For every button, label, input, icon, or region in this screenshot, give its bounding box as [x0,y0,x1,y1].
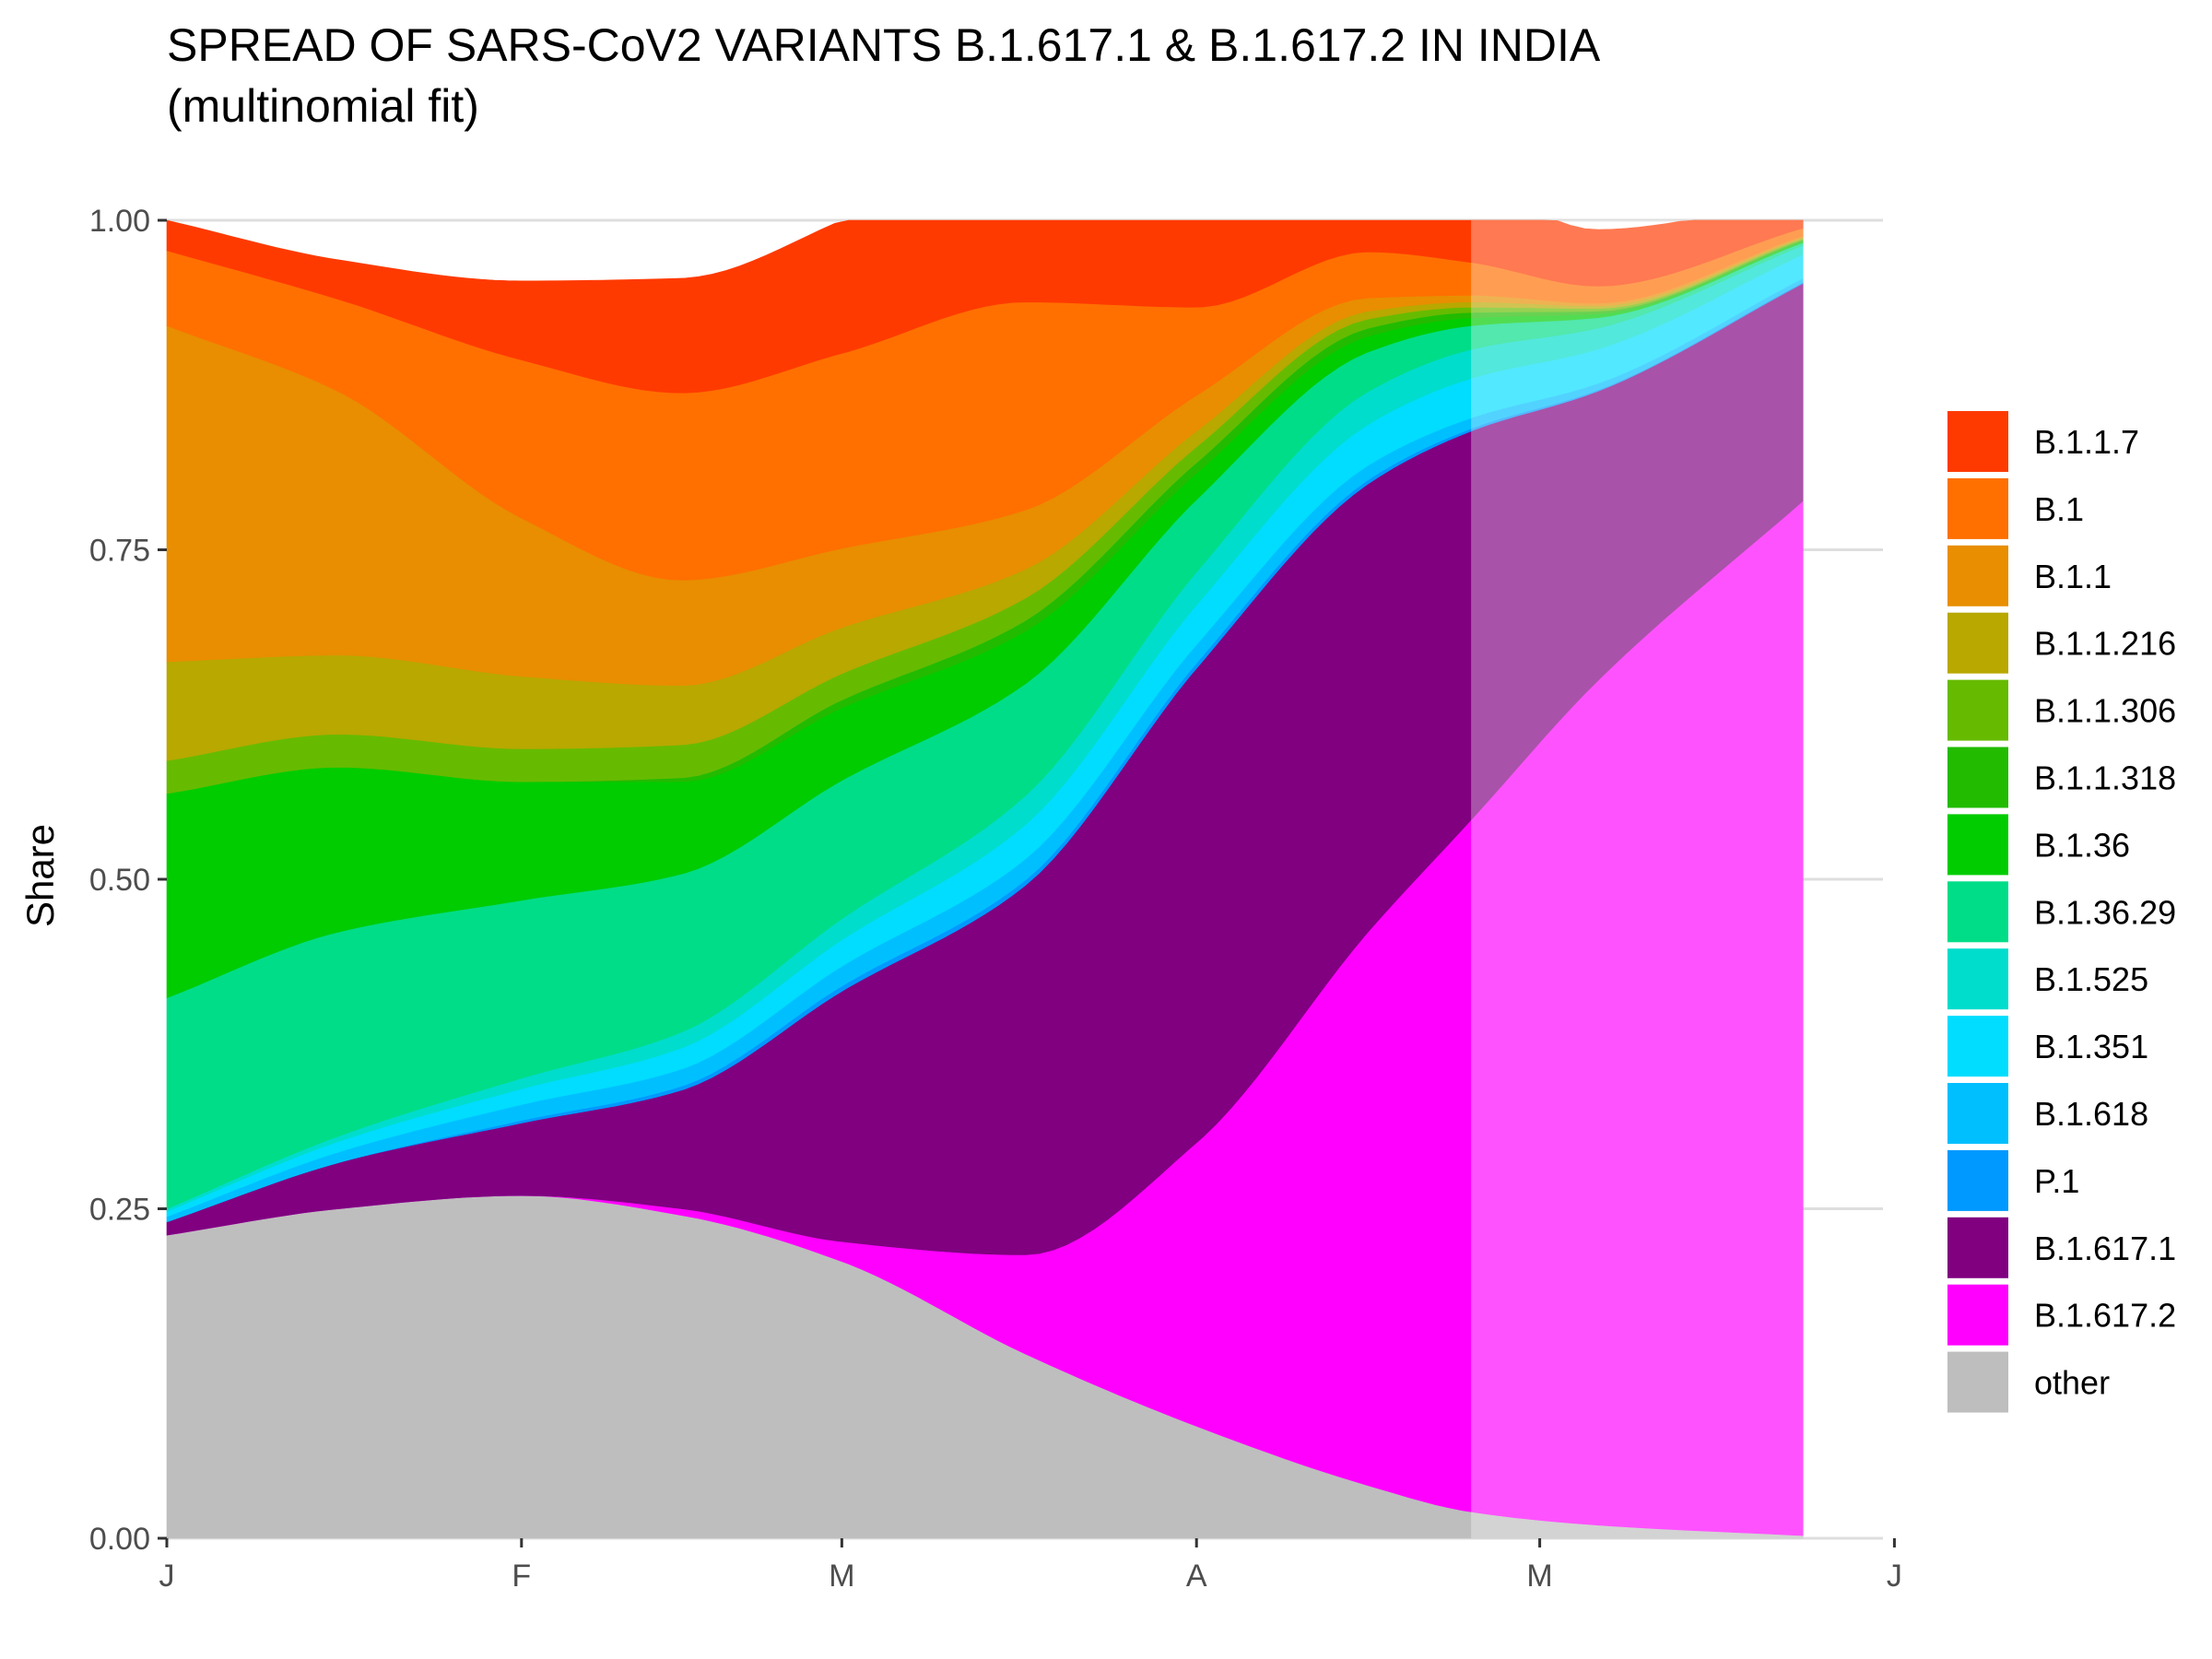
x-tick-label-4: M [1526,1559,1552,1594]
legend-label-b-1-617-2: B.1.617.2 [2034,1297,2176,1335]
legend-label-b-1-1-216: B.1.1.216 [2034,625,2176,663]
legend-label-other: other [2034,1364,2110,1402]
legend-swatch-b-1-36-29 [1947,881,2008,943]
legend-swatch-b-1-1-318 [1947,747,2008,808]
projection-shade-rect [1471,220,1804,1538]
x-tick-label-2: M [829,1559,854,1594]
legend-swatch-b-1-351 [1947,1016,2008,1077]
x-tick-label-0: J [159,1559,175,1594]
legend-label-b-1-1: B.1.1 [2034,558,2112,595]
legend-label-b-1-1-318: B.1.1.318 [2034,759,2176,797]
legend-swatch-b-1-36 [1947,814,2008,876]
y-tick-label-2: 0.50 [89,863,150,898]
area-b-1-1-7 [166,219,1804,394]
chart-title-line2: (multinomial fit) [167,80,479,132]
legend-label-p-1: P.1 [2034,1162,2079,1200]
legend-label-b-1-36: B.1.36 [2034,826,2130,864]
legend-label-b-1: B.1 [2034,490,2084,528]
y-tick-label-0: 0.00 [89,1522,150,1557]
legend-swatch-b-1-1-216 [1947,612,2008,674]
chart-title-line1: SPREAD OF SARS-CoV2 VARIANTS B.1.617.1 &… [167,19,1601,71]
legend-swatch-b-1 [1947,477,2008,539]
x-tick-label-5: J [1887,1559,1902,1594]
axes: 0.00 0.25 0.50 0.75 1.00 J F M A M J [89,204,1902,1594]
legend-swatch-b-1-1-306 [1947,679,2008,741]
y-tick-label-3: 0.75 [89,534,150,569]
projection-shading [1471,220,1804,1538]
legend-label-b-1-1-306: B.1.1.306 [2034,692,2176,730]
y-tick-label-4: 1.00 [89,204,150,239]
legend-label-b-1-525: B.1.525 [2034,960,2148,998]
legend-label-b-1-1-7: B.1.1.7 [2034,423,2139,461]
legend-label-b-1-617-1: B.1.617.1 [2034,1230,2176,1267]
y-axis-label: Share [18,824,62,927]
legend-swatch-b-1-617-1 [1947,1217,2008,1278]
legend-label-b-1-36-29: B.1.36.29 [2034,893,2176,931]
x-tick-label-1: F [512,1559,531,1594]
legend-swatch-other [1947,1351,2008,1413]
legend-swatch-b-1-617-2 [1947,1284,2008,1346]
legend-label-b-1-351: B.1.351 [2034,1028,2148,1065]
legend-swatch-b-1-1-7 [1947,411,2008,472]
legend-label-b-1-618: B.1.618 [2034,1095,2148,1133]
y-tick-label-1: 0.25 [89,1193,150,1228]
stacked-areas [166,219,1804,1539]
x-tick-label-3: A [1186,1559,1207,1594]
legend-swatch-b-1-618 [1947,1083,2008,1144]
legend-swatch-p-1 [1947,1149,2008,1211]
legend-swatch-b-1-1 [1947,545,2008,606]
legend-swatch-b-1-525 [1947,948,2008,1010]
legend: B.1.1.7 B.1 B.1.1 B.1.1.216 B.1.1.306 B.1.1.3… [1947,411,2176,1413]
